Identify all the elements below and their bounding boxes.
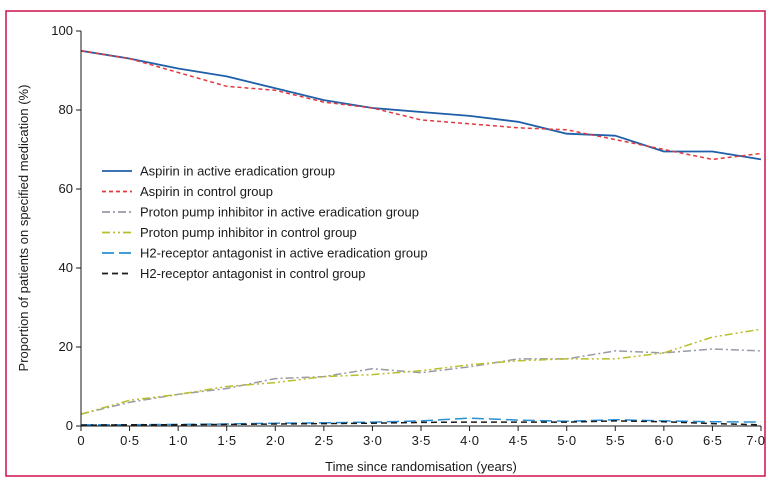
y-axis-ticks: 0 20 40 60 80 100 [51, 23, 81, 433]
x-tick-label: 6·5 [703, 433, 722, 448]
x-tick-label: 0·5 [120, 433, 139, 448]
x-tick-label: 1·5 [217, 433, 236, 448]
legend-label-3: Proton pump inhibitor in active eradicat… [140, 205, 419, 220]
y-tick-label: 40 [59, 260, 73, 275]
chart-frame: 0 20 40 60 80 100 0 0·5 1·0 1·5 2·0 2·5 3·0 3·5 4·0 4·… [5, 10, 766, 477]
series-line-2 [80, 50, 762, 161]
x-tick-label: 3·5 [412, 433, 431, 448]
x-tick-label: 4·0 [460, 433, 479, 448]
x-axis-title: Time since randomisation (years) [325, 459, 517, 474]
x-axis-ticks: 0 0·5 1·0 1·5 2·0 2·5 3·0 3·5 4·0 4·5 5·0 5·5 6·0 6·5… [77, 426, 765, 448]
legend-label-1: Aspirin in active eradication group [140, 164, 335, 179]
x-tick-label: 3·0 [363, 433, 382, 448]
series-line-6 [80, 420, 762, 426]
series-line-4 [80, 328, 762, 415]
y-tick-label: 80 [59, 102, 73, 117]
x-tick-label: 2·5 [314, 433, 333, 448]
x-tick-label: 2·0 [266, 433, 285, 448]
legend-label-5: H2-receptor antagonist in active eradica… [140, 246, 428, 261]
y-tick-label: 0 [66, 418, 73, 433]
x-tick-label: 5·5 [606, 433, 625, 448]
legend-label-2: Aspirin in control group [140, 184, 273, 199]
legend-label-4: Proton pump inhibitor in control group [140, 225, 357, 240]
x-tick-label: 7·0 [746, 433, 765, 448]
y-tick-label: 20 [59, 339, 73, 354]
x-tick-label: 1·0 [169, 433, 188, 448]
series-line-5 [81, 417, 762, 426]
legend-label-6: H2-receptor antagonist in control group [140, 266, 365, 281]
legend: Aspirin in active eradication group Aspir… [102, 164, 428, 281]
x-tick-label: 5·0 [557, 433, 576, 448]
y-tick-label: 100 [51, 23, 73, 38]
x-tick-label: 4·5 [509, 433, 528, 448]
series-line-3 [80, 348, 762, 415]
chart-svg: 0 20 40 60 80 100 0 0·5 1·0 1·5 2·0 2·5 3·0 3·5 4·0 4·… [5, 10, 766, 477]
chart-border [5, 10, 766, 477]
y-axis-title: Proportion of patients on specified medi… [16, 85, 31, 372]
x-tick-label: 0 [77, 433, 84, 448]
series-lines [80, 49, 762, 426]
y-tick-label: 60 [59, 181, 73, 196]
x-tick-label: 6·0 [654, 433, 673, 448]
series-line-1 [80, 49, 762, 161]
